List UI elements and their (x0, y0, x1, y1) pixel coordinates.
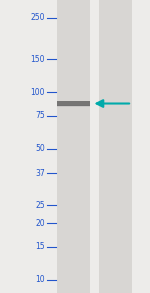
Text: 37: 37 (35, 169, 45, 178)
Bar (57, 0, 90, 293)
Bar (99, 0, 132, 293)
Text: 25: 25 (35, 201, 45, 209)
Text: 20: 20 (35, 219, 45, 228)
Text: 75: 75 (35, 111, 45, 120)
Text: 50: 50 (35, 144, 45, 153)
Text: 100: 100 (30, 88, 45, 97)
Text: 15: 15 (35, 242, 45, 251)
Bar (57, 101, 90, 106)
Text: 250: 250 (30, 13, 45, 22)
Text: 150: 150 (30, 54, 45, 64)
Bar (57, 105, 90, 107)
Text: 10: 10 (35, 275, 45, 284)
